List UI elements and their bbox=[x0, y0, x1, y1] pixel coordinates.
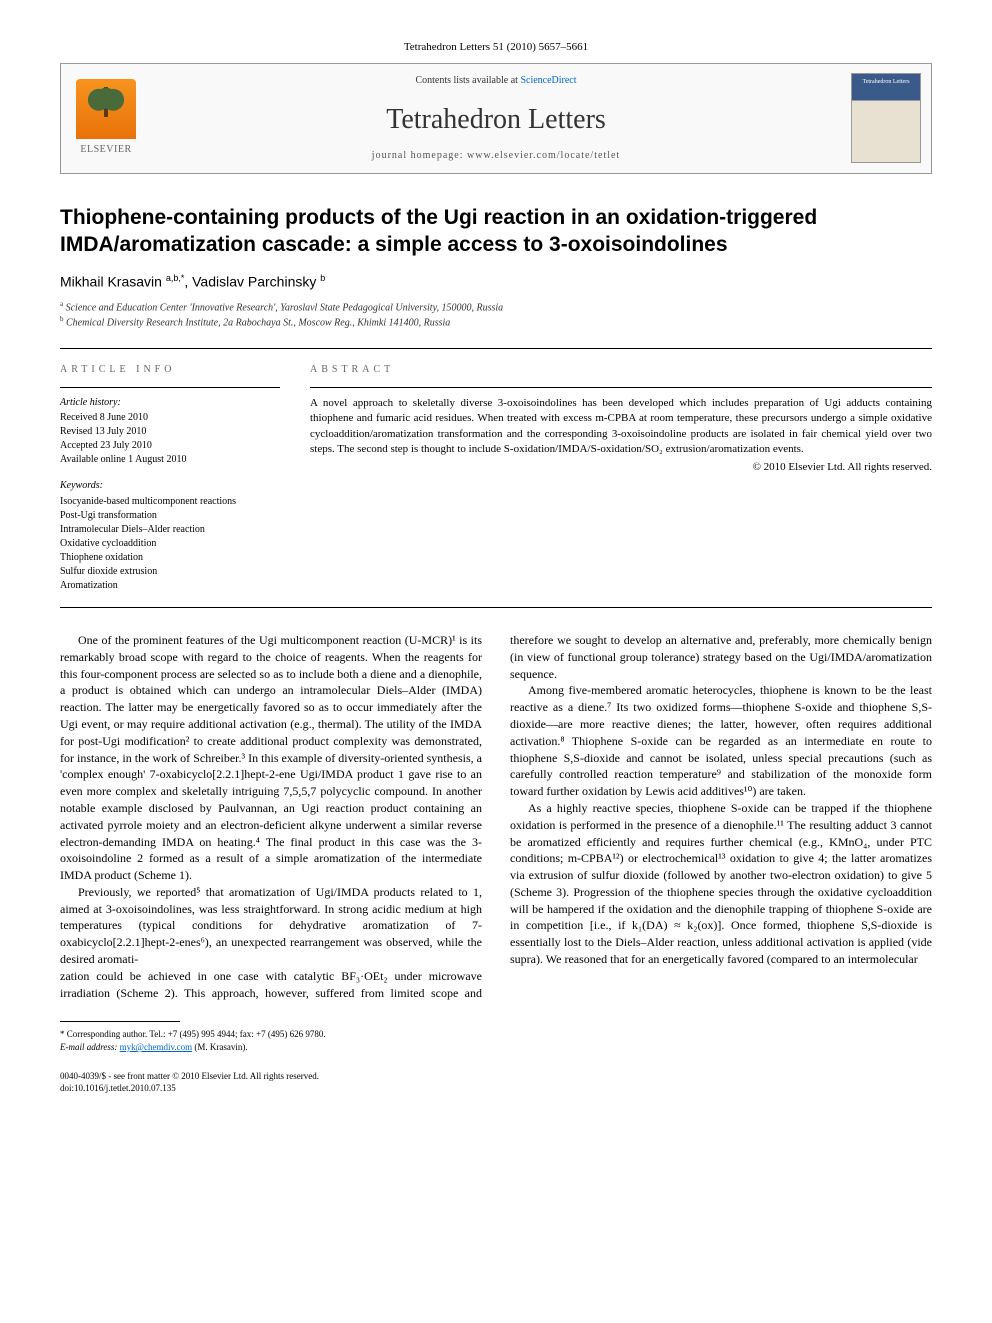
abstract-label: ABSTRACT bbox=[310, 363, 932, 377]
body-para-4: Among five-membered aromatic heterocycle… bbox=[510, 682, 932, 800]
history-item: Received 8 June 2010 bbox=[60, 411, 280, 425]
email-label: E-mail address: bbox=[60, 1042, 117, 1052]
email-link[interactable]: myk@chemdiv.com bbox=[120, 1042, 192, 1052]
history-item: Accepted 23 July 2010 bbox=[60, 439, 280, 453]
corresponding-author: * Corresponding author. Tel.: +7 (495) 9… bbox=[60, 1028, 932, 1041]
journal-title: Tetrahedron Letters bbox=[151, 101, 841, 139]
publisher-logo: ELSEVIER bbox=[61, 64, 151, 173]
cover-image-icon: Tetrahedron Letters bbox=[851, 73, 921, 163]
footnotes: * Corresponding author. Tel.: +7 (495) 9… bbox=[60, 1028, 932, 1053]
citation-line: Tetrahedron Letters 51 (2010) 5657–5661 bbox=[60, 40, 932, 55]
affiliation-line: a Science and Education Center 'Innovati… bbox=[60, 300, 932, 315]
history-item: Revised 13 July 2010 bbox=[60, 425, 280, 439]
abstract-divider bbox=[310, 387, 932, 388]
affiliation-line: b Chemical Diversity Research Institute,… bbox=[60, 315, 932, 330]
body-text: One of the prominent features of the Ugi… bbox=[60, 632, 932, 1002]
abstract-copyright: © 2010 Elsevier Ltd. All rights reserved… bbox=[310, 460, 932, 475]
keyword-item: Aromatization bbox=[60, 579, 280, 593]
article-title: Thiophene-containing products of the Ugi… bbox=[60, 204, 932, 259]
body-para-2: Previously, we reported⁵ that aromatizat… bbox=[60, 884, 482, 968]
footer-doi: doi:10.1016/j.tetlet.2010.07.135 bbox=[60, 1082, 932, 1094]
body-para-1: One of the prominent features of the Ugi… bbox=[60, 632, 482, 884]
journal-cover-thumbnail: Tetrahedron Letters bbox=[841, 64, 931, 173]
keyword-item: Thiophene oxidation bbox=[60, 551, 280, 565]
authors-line: Mikhail Krasavin a,b,*, Vadislav Parchin… bbox=[60, 272, 932, 292]
footer-copyright: 0040-4039/$ - see front matter © 2010 El… bbox=[60, 1070, 932, 1082]
sciencedirect-link[interactable]: ScienceDirect bbox=[520, 75, 576, 86]
elsevier-tree-icon bbox=[76, 79, 136, 139]
homepage-prefix: journal homepage: bbox=[372, 150, 467, 161]
keywords-label: Keywords: bbox=[60, 479, 280, 493]
journal-homepage-line: journal homepage: www.elsevier.com/locat… bbox=[151, 149, 841, 163]
keyword-item: Intramolecular Diels–Alder reaction bbox=[60, 523, 280, 537]
history-label: Article history: bbox=[60, 396, 280, 410]
publisher-name: ELSEVIER bbox=[80, 143, 131, 157]
affiliations: a Science and Education Center 'Innovati… bbox=[60, 300, 932, 331]
keyword-item: Isocyanide-based multicomponent reaction… bbox=[60, 495, 280, 509]
divider-bottom bbox=[60, 607, 932, 608]
homepage-url: www.elsevier.com/locate/tetlet bbox=[467, 150, 620, 161]
body-para-5: As a highly reactive species, thiophene … bbox=[510, 800, 932, 968]
email-author-name: (M. Krasavin). bbox=[194, 1042, 247, 1052]
abstract-column: ABSTRACT A novel approach to skeletally … bbox=[310, 363, 932, 593]
footnote-separator bbox=[60, 1021, 180, 1022]
article-info-column: ARTICLE INFO Article history: Received 8… bbox=[60, 363, 280, 593]
info-divider bbox=[60, 387, 280, 388]
footer: 0040-4039/$ - see front matter © 2010 El… bbox=[60, 1070, 932, 1094]
abstract-text: A novel approach to skeletally diverse 3… bbox=[310, 396, 932, 458]
article-info-label: ARTICLE INFO bbox=[60, 363, 280, 377]
keyword-item: Oxidative cycloaddition bbox=[60, 537, 280, 551]
keyword-item: Post-Ugi transformation bbox=[60, 509, 280, 523]
contents-prefix: Contents lists available at bbox=[415, 75, 520, 86]
keyword-item: Sulfur dioxide extrusion bbox=[60, 565, 280, 579]
journal-header: ELSEVIER Contents lists available at Sci… bbox=[60, 63, 932, 174]
contents-available-line: Contents lists available at ScienceDirec… bbox=[151, 74, 841, 88]
history-item: Available online 1 August 2010 bbox=[60, 453, 280, 467]
